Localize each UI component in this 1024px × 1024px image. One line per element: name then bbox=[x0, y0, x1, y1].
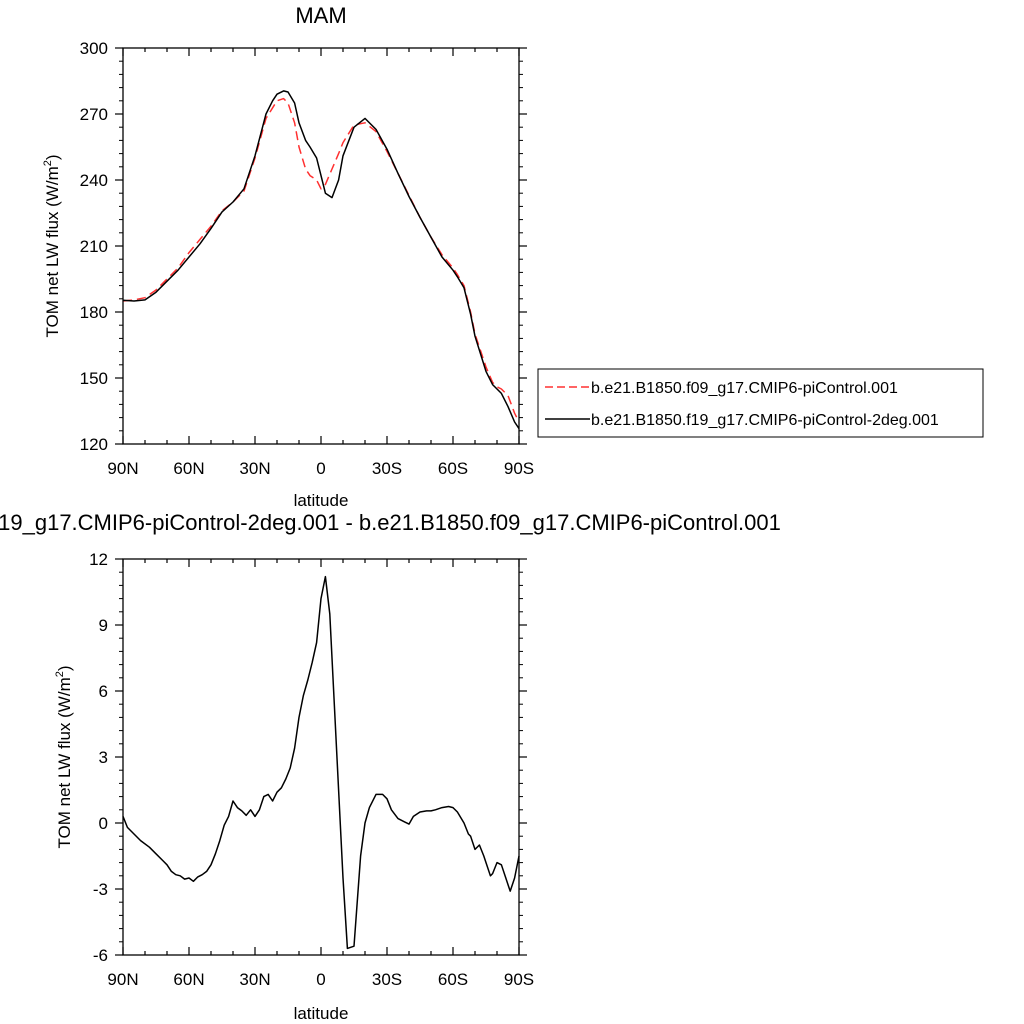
top-y-axis-label-close: ) bbox=[43, 154, 62, 160]
bottom-y-axis-label: TOM net LW flux (W/m2) bbox=[54, 665, 74, 848]
top-x-axis-label: latitude bbox=[294, 491, 349, 510]
legend-box bbox=[537, 368, 984, 438]
bottom-chart: b.e21.B1850.f19_g17.CMIP6-piControl-2deg… bbox=[0, 510, 781, 1023]
bottom-y-tick-label: -3 bbox=[93, 880, 108, 899]
bottom-y-tick-label: 9 bbox=[99, 616, 108, 635]
bottom-y-tick-label: 12 bbox=[89, 550, 108, 569]
bottom-y-tick-label: -6 bbox=[93, 946, 108, 965]
legend-label-f09: b.e21.B1850.f09_g17.CMIP6-piControl.001 bbox=[591, 380, 898, 397]
top-series-line-0 bbox=[122, 97, 520, 423]
top-y-tick-label: 150 bbox=[80, 369, 108, 388]
bottom-chart-title: b.e21.B1850.f19_g17.CMIP6-piControl-2deg… bbox=[0, 510, 781, 535]
bottom-ticks-layer: 90N 60N 30N 0 30S 60S 90S -6 -3 0 3 6 9 12 bbox=[89, 550, 534, 989]
top-x-tick-label: 90S bbox=[504, 459, 534, 478]
top-series-line-1 bbox=[122, 90, 520, 430]
top-y-axis-label: TOM net LW flux (W/m2) bbox=[42, 154, 62, 337]
top-x-tick-label: 90N bbox=[107, 459, 138, 478]
top-y-tick-label: 180 bbox=[80, 303, 108, 322]
top-chart-title: MAM bbox=[295, 3, 346, 28]
legend: b.e21.B1850.f09_g17.CMIP6-piControl.001 … bbox=[537, 368, 984, 438]
top-y-axis-label-sup: 2 bbox=[42, 160, 54, 166]
bottom-y-tick-label: 6 bbox=[99, 682, 108, 701]
bottom-x-axis-label: latitude bbox=[294, 1004, 349, 1023]
bottom-y-tick-label: 3 bbox=[99, 748, 108, 767]
bottom-y-axis-label-text: TOM net LW flux (W/m bbox=[55, 677, 74, 848]
bottom-y-axis-label-sup: 2 bbox=[54, 671, 66, 677]
top-plot-frame bbox=[122, 47, 520, 445]
bottom-x-tick-label: 60S bbox=[438, 970, 468, 989]
top-y-tick-label: 120 bbox=[80, 435, 108, 454]
bottom-y-axis-label-close: ) bbox=[55, 665, 74, 671]
bottom-x-tick-label: 30N bbox=[239, 970, 270, 989]
top-series-layer bbox=[122, 90, 520, 430]
bottom-x-tick-label: 90N bbox=[107, 970, 138, 989]
top-y-tick-label: 300 bbox=[80, 39, 108, 58]
top-x-tick-label: 30S bbox=[372, 459, 402, 478]
top-y-tick-label: 240 bbox=[80, 171, 108, 190]
bottom-series-line-0 bbox=[122, 575, 520, 950]
bottom-plot-frame bbox=[122, 558, 520, 956]
top-x-tick-label: 60N bbox=[173, 459, 204, 478]
top-chart: MAM 90N 60N 30N 0 30S 60S 90S 120 150 180 210 240 27… bbox=[42, 3, 984, 510]
bottom-series-layer bbox=[122, 575, 520, 950]
bottom-x-tick-label: 30S bbox=[372, 970, 402, 989]
top-x-tick-label: 30N bbox=[239, 459, 270, 478]
top-y-tick-label: 210 bbox=[80, 237, 108, 256]
top-y-tick-label: 270 bbox=[80, 105, 108, 124]
legend-label-f19: b.e21.B1850.f19_g17.CMIP6-piControl-2deg… bbox=[591, 412, 939, 429]
top-x-tick-label: 0 bbox=[316, 459, 325, 478]
bottom-x-tick-label: 0 bbox=[316, 970, 325, 989]
bottom-x-tick-label: 60N bbox=[173, 970, 204, 989]
bottom-y-tick-label: 0 bbox=[99, 814, 108, 833]
top-ticks-layer: 90N 60N 30N 0 30S 60S 90S 120 150 180 210 240 270 300 bbox=[80, 39, 535, 478]
top-x-tick-label: 60S bbox=[438, 459, 468, 478]
top-y-axis-label-text: TOM net LW flux (W/m bbox=[43, 166, 62, 337]
bottom-x-tick-label: 90S bbox=[504, 970, 534, 989]
